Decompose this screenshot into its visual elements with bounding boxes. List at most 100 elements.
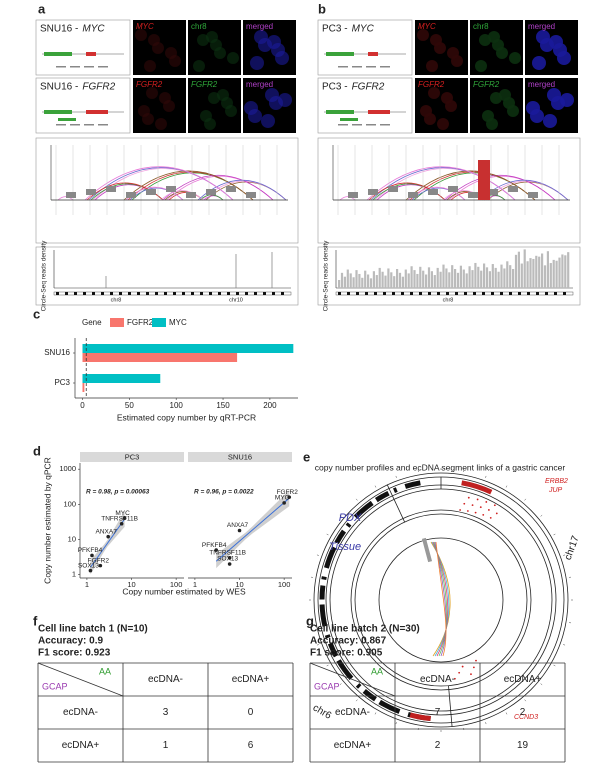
density-bar — [413, 270, 416, 288]
ideogram-band — [182, 292, 185, 295]
ideogram-band — [236, 292, 239, 295]
density-bar — [546, 251, 549, 288]
probe — [340, 118, 358, 121]
table-cell: 0 — [248, 707, 254, 718]
schematic-text — [56, 66, 66, 68]
cn-block — [206, 189, 216, 195]
scale-tick — [505, 485, 508, 488]
column-header: ecDNA+ — [232, 674, 270, 685]
density-bar — [439, 271, 442, 288]
ideogram-band — [110, 292, 113, 295]
ideogram-band — [245, 292, 248, 295]
point — [287, 495, 292, 499]
link-arc — [123, 170, 254, 201]
channel-label: chr8 — [191, 22, 207, 31]
density-bar — [355, 270, 358, 288]
link-arc — [339, 196, 356, 201]
cell — [261, 114, 275, 128]
cn-block — [246, 192, 256, 198]
point — [227, 562, 232, 566]
cn-block — [368, 189, 378, 195]
cell — [200, 110, 212, 122]
point — [98, 563, 103, 568]
cell — [159, 92, 171, 104]
probe — [86, 110, 108, 114]
point-label: SOX13 — [78, 562, 99, 569]
density-bar — [349, 273, 352, 288]
table-cell: 6 — [248, 740, 254, 751]
density-bar — [538, 256, 541, 288]
row-header: ecDNA+ — [62, 740, 100, 751]
point-label: TNFRSF11B — [101, 515, 138, 522]
schematic-text — [84, 124, 94, 126]
cell — [267, 35, 281, 49]
legend-title: Gene — [82, 318, 102, 327]
scale-tick — [339, 683, 342, 686]
gene-label: JUP — [548, 487, 563, 494]
column-header: ecDNA- — [420, 674, 455, 685]
density-bar — [346, 269, 349, 288]
cell — [420, 105, 432, 117]
density-bar — [419, 266, 422, 288]
chrom-label: chr8 — [443, 297, 454, 303]
probe — [44, 110, 72, 114]
point — [122, 516, 127, 521]
cell — [532, 56, 546, 70]
density-ylabel: Circle-Seq reads density — [41, 240, 48, 312]
ideogram-band — [455, 292, 458, 295]
density-bar — [485, 267, 489, 288]
density-bar — [372, 271, 375, 288]
y-tick-label: 10 — [68, 534, 76, 543]
x-tick-label: 50 — [125, 401, 134, 410]
density-bar — [338, 280, 341, 288]
cell — [227, 52, 239, 64]
density-bar — [442, 264, 445, 288]
probe — [326, 110, 354, 114]
point — [214, 548, 218, 552]
cn-dot — [471, 504, 474, 507]
density-bar — [398, 272, 402, 288]
y-tick-label: 100 — [63, 499, 76, 508]
table-cell: 7 — [435, 707, 441, 718]
corner-col-label: AA — [99, 666, 111, 676]
density-bar — [561, 254, 564, 288]
ideogram-band — [347, 292, 350, 295]
scale-tick — [355, 498, 358, 501]
ring — [350, 509, 532, 691]
density-bar — [471, 270, 474, 288]
point — [119, 521, 124, 526]
ideogram-band — [281, 292, 284, 295]
ideogram-band — [461, 480, 493, 495]
density-bar — [422, 270, 425, 288]
gene-label: ERBB2 — [545, 478, 568, 485]
cn-block — [226, 186, 236, 192]
ideogram-band — [527, 292, 530, 295]
density-bar — [340, 272, 344, 288]
cell — [426, 60, 438, 72]
cn-dot — [487, 509, 490, 511]
ideogram-band — [473, 292, 476, 295]
cn-block — [428, 189, 438, 195]
cn-block — [126, 192, 136, 198]
cn-dot — [470, 673, 472, 676]
density-bar — [503, 268, 506, 288]
segment-block — [421, 537, 433, 563]
ideogram-band — [146, 292, 149, 295]
sample-label: SNU16 - — [40, 24, 78, 35]
scale-tick — [553, 533, 556, 536]
table-title: Cell line batch 1 (N=10) — [38, 624, 148, 635]
cn-block — [86, 189, 96, 195]
density-bar — [416, 273, 419, 288]
density-bar — [465, 273, 468, 288]
schematic-text — [352, 124, 362, 126]
density-bar — [543, 265, 547, 288]
sample-label: SNU16 - — [40, 82, 78, 93]
probe — [368, 110, 390, 114]
ideogram-band — [446, 292, 449, 295]
cn-dot — [472, 666, 475, 669]
ideogram — [319, 480, 431, 722]
point-label: FGFR2 — [88, 557, 110, 564]
table-cell: 1 — [163, 740, 169, 751]
cell — [250, 56, 264, 70]
